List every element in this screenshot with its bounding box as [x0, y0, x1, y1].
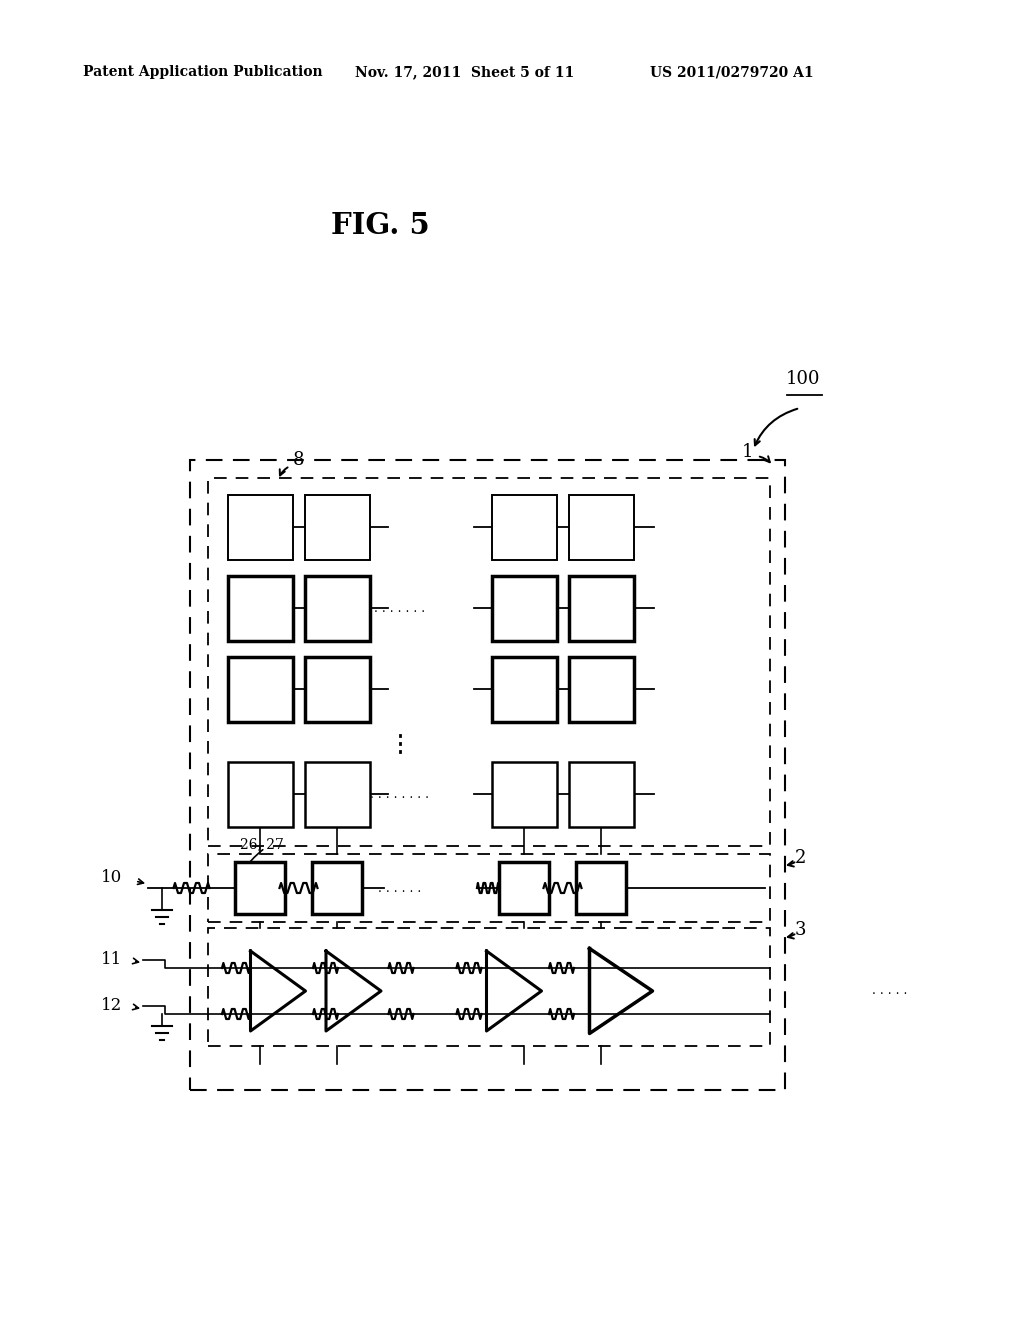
Text: 2: 2	[795, 849, 806, 867]
Bar	[492, 657, 557, 722]
Text: . . . . . . . .: . . . . . . . .	[371, 788, 429, 800]
Text: 100: 100	[785, 370, 820, 388]
Bar	[228, 762, 293, 828]
Text: 10: 10	[100, 870, 122, 887]
Text: 26, 27: 26, 27	[240, 837, 284, 851]
Bar	[305, 495, 370, 560]
Bar	[492, 576, 557, 642]
Text: Patent Application Publication: Patent Application Publication	[83, 65, 323, 79]
Bar	[569, 495, 634, 560]
Bar	[234, 862, 285, 913]
Bar	[492, 495, 557, 560]
Text: . . . . .: . . . . .	[872, 985, 907, 998]
Bar	[208, 928, 770, 1045]
Bar	[190, 459, 785, 1090]
Bar	[312, 862, 362, 913]
Bar	[228, 495, 293, 560]
Text: . . . . . .: . . . . . .	[379, 882, 422, 895]
Text: US 2011/0279720 A1: US 2011/0279720 A1	[650, 65, 814, 79]
Bar	[575, 862, 626, 913]
Bar	[305, 576, 370, 642]
Bar	[208, 854, 770, 921]
Text: FIG. 5: FIG. 5	[331, 210, 429, 239]
Bar	[499, 862, 549, 913]
Bar	[492, 762, 557, 828]
Bar	[569, 657, 634, 722]
Bar	[228, 657, 293, 722]
Text: 11: 11	[100, 952, 122, 969]
Text: Nov. 17, 2011  Sheet 5 of 11: Nov. 17, 2011 Sheet 5 of 11	[355, 65, 574, 79]
Bar	[305, 657, 370, 722]
Bar	[569, 762, 634, 828]
Text: . . . . . . .: . . . . . . .	[375, 602, 426, 615]
Text: 12: 12	[100, 998, 122, 1015]
Text: 1: 1	[742, 444, 754, 461]
Bar	[569, 576, 634, 642]
Bar	[208, 478, 770, 846]
Text: 3: 3	[795, 921, 806, 939]
Bar	[305, 762, 370, 828]
Text: 8: 8	[292, 451, 304, 469]
Bar	[228, 576, 293, 642]
